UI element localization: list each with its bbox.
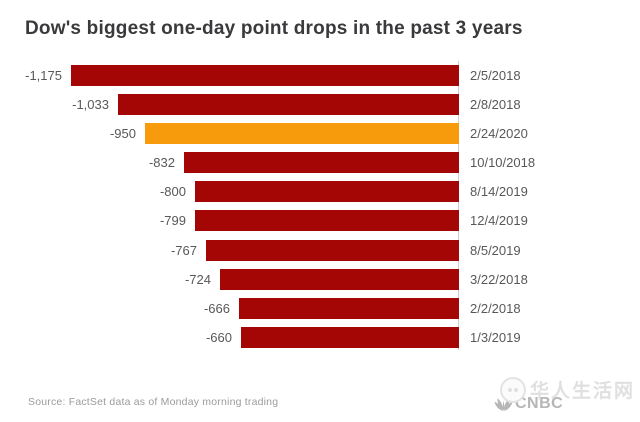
date-label: 2/24/2020 [470,126,528,142]
value-label: -660 [205,329,232,345]
cnbc-logo: CNBC [494,396,563,412]
date-label: 10/10/2018 [470,155,536,171]
bar-row: -950 2/24/2020 [0,119,640,148]
bar [239,297,459,319]
bar [220,268,459,290]
value-label: -950 [109,126,136,142]
value-label: -832 [148,155,175,171]
bar-row: -832 10/10/2018 [0,148,640,177]
value-label: -666 [203,300,230,316]
bar-row: -767 8/5/2019 [0,236,640,265]
value-label: -1,175 [25,68,62,83]
bar [241,326,459,348]
bar-row: -1,033 2/8/2018 [0,90,640,119]
bar-row: -800 8/14/2019 [0,177,640,206]
bar-row: -660 1/3/2019 [0,323,640,352]
value-label: -1,033 [72,97,109,113]
value-label: -799 [159,213,186,229]
bar [118,94,459,116]
bar-row: -724 3/22/2018 [0,265,640,294]
cnbc-logo-text: CNBC [515,395,564,412]
bar-chart: -1,175 2/5/2018 -1,033 2/8/2018 -950 2/24/202… [0,61,640,352]
bar-row: -799 12/4/2019 [0,206,640,235]
date-label: 12/4/2019 [470,213,528,229]
chart-title: Dow's biggest one-day point drops in the… [25,18,523,39]
value-label: -800 [159,184,186,200]
date-label: 2/5/2018 [470,68,521,83]
zero-axis-line [458,61,459,350]
bar [206,239,459,261]
bar [184,152,459,174]
value-label: -767 [170,242,197,258]
bar [71,65,459,86]
date-label: 2/2/2018 [470,300,521,316]
date-label: 8/14/2019 [470,184,528,200]
bar [195,181,459,203]
date-label: 3/22/2018 [470,271,528,287]
source-note: Source: FactSet data as of Monday mornin… [28,396,279,408]
value-label: -724 [184,271,211,287]
date-label: 2/8/2018 [470,97,521,113]
bar-row: -666 2/2/2018 [0,294,640,323]
date-label: 1/3/2019 [470,329,521,345]
bar-row: -1,175 2/5/2018 [0,61,640,90]
date-label: 8/5/2019 [470,242,521,258]
bar-highlighted [145,123,459,145]
bar [195,210,459,232]
cnbc-peacock-icon [494,396,513,412]
